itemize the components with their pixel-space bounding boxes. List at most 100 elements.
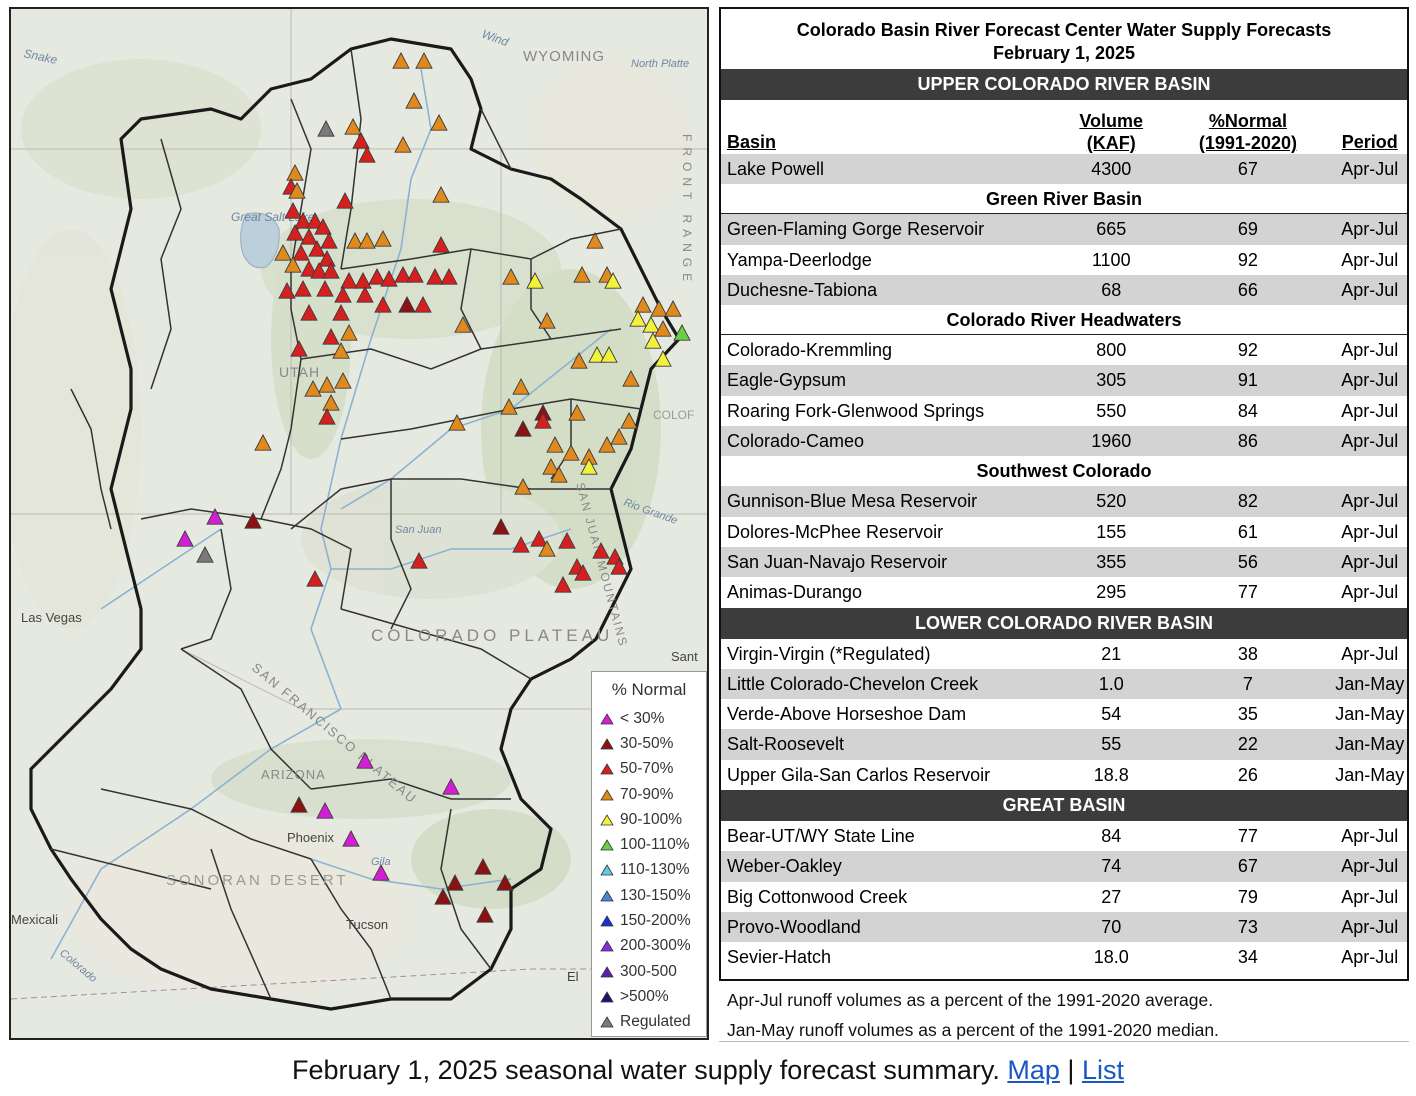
- forecast-point-marker[interactable]: [434, 888, 452, 905]
- forecast-point-marker[interactable]: [546, 436, 564, 453]
- forecast-point-marker[interactable]: [432, 186, 450, 203]
- forecast-point-marker[interactable]: [332, 304, 350, 321]
- forecast-point-marker[interactable]: [476, 906, 494, 923]
- forecast-point-marker[interactable]: [196, 546, 214, 563]
- forecast-point-marker[interactable]: [372, 864, 390, 881]
- forecast-point-marker[interactable]: [654, 320, 672, 337]
- forecast-point-marker[interactable]: [300, 260, 318, 277]
- forecast-point-marker[interactable]: [318, 408, 336, 425]
- forecast-point-marker[interactable]: [654, 350, 672, 367]
- forecast-point-marker[interactable]: [320, 232, 338, 249]
- forecast-point-marker[interactable]: [644, 332, 662, 349]
- forecast-point-marker[interactable]: [570, 352, 588, 369]
- forecast-point-marker[interactable]: [306, 212, 324, 229]
- forecast-point-marker[interactable]: [526, 272, 544, 289]
- forecast-point-marker[interactable]: [573, 266, 591, 283]
- forecast-point-marker[interactable]: [550, 466, 568, 483]
- forecast-point-marker[interactable]: [300, 304, 318, 321]
- map-canvas[interactable]: Snake Wind WYOMING North Platte Great Sa…: [11, 9, 707, 1038]
- forecast-point-marker[interactable]: [568, 404, 586, 421]
- forecast-point-marker[interactable]: [308, 240, 326, 257]
- forecast-point-marker[interactable]: [358, 232, 376, 249]
- forecast-map[interactable]: Snake Wind WYOMING North Platte Great Sa…: [9, 7, 709, 1040]
- forecast-point-marker[interactable]: [334, 286, 352, 303]
- forecast-point-marker[interactable]: [405, 92, 423, 109]
- forecast-point-marker[interactable]: [368, 268, 386, 285]
- forecast-point-marker[interactable]: [622, 370, 640, 387]
- forecast-point-marker[interactable]: [304, 380, 322, 397]
- forecast-point-marker[interactable]: [394, 136, 412, 153]
- forecast-point-marker[interactable]: [316, 802, 334, 819]
- forecast-point-marker[interactable]: [538, 540, 556, 557]
- forecast-point-marker[interactable]: [288, 182, 306, 199]
- forecast-point-marker[interactable]: [352, 132, 370, 149]
- forecast-point-marker[interactable]: [300, 228, 318, 245]
- forecast-point-marker[interactable]: [600, 346, 618, 363]
- forecast-point-marker[interactable]: [604, 272, 622, 289]
- forecast-point-marker[interactable]: [448, 414, 466, 431]
- forecast-point-marker[interactable]: [574, 564, 592, 581]
- forecast-point-marker[interactable]: [492, 518, 510, 535]
- map-link[interactable]: Map: [1007, 1055, 1060, 1085]
- forecast-point-marker[interactable]: [374, 296, 392, 313]
- forecast-point-marker[interactable]: [322, 262, 340, 279]
- forecast-point-marker[interactable]: [592, 542, 610, 559]
- forecast-point-marker[interactable]: [414, 296, 432, 313]
- forecast-point-marker[interactable]: [398, 296, 416, 313]
- forecast-point-marker[interactable]: [254, 434, 272, 451]
- forecast-point-marker[interactable]: [292, 244, 310, 261]
- forecast-point-marker[interactable]: [562, 444, 580, 461]
- forecast-point-marker[interactable]: [610, 428, 628, 445]
- forecast-point-marker[interactable]: [356, 286, 374, 303]
- forecast-point-marker[interactable]: [334, 372, 352, 389]
- forecast-point-marker[interactable]: [340, 324, 358, 341]
- forecast-point-marker[interactable]: [454, 316, 472, 333]
- forecast-point-marker[interactable]: [474, 858, 492, 875]
- forecast-point-marker[interactable]: [340, 272, 358, 289]
- forecast-point-marker[interactable]: [426, 268, 444, 285]
- forecast-point-marker[interactable]: [344, 118, 362, 135]
- forecast-point-marker[interactable]: [432, 236, 450, 253]
- forecast-point-marker[interactable]: [317, 120, 335, 137]
- forecast-point-marker[interactable]: [496, 874, 514, 891]
- forecast-point-marker[interactable]: [620, 412, 638, 429]
- forecast-point-marker[interactable]: [650, 300, 668, 317]
- forecast-point-marker[interactable]: [274, 244, 292, 261]
- forecast-point-marker[interactable]: [356, 752, 374, 769]
- forecast-point-marker[interactable]: [354, 272, 372, 289]
- forecast-point-marker[interactable]: [358, 146, 376, 163]
- forecast-point-marker[interactable]: [336, 192, 354, 209]
- forecast-point-marker[interactable]: [290, 796, 308, 813]
- forecast-point-marker[interactable]: [374, 230, 392, 247]
- forecast-point-marker[interactable]: [580, 458, 598, 475]
- forecast-point-marker[interactable]: [554, 576, 572, 593]
- forecast-point-marker[interactable]: [588, 346, 606, 363]
- forecast-point-marker[interactable]: [284, 256, 302, 273]
- forecast-point-marker[interactable]: [380, 270, 398, 287]
- forecast-point-marker[interactable]: [314, 218, 332, 235]
- forecast-point-marker[interactable]: [446, 874, 464, 891]
- forecast-point-marker[interactable]: [512, 536, 530, 553]
- forecast-point-marker[interactable]: [310, 262, 328, 279]
- forecast-point-marker[interactable]: [415, 52, 433, 69]
- forecast-point-marker[interactable]: [634, 296, 652, 313]
- forecast-point-marker[interactable]: [306, 570, 324, 587]
- forecast-point-marker[interactable]: [642, 316, 660, 333]
- forecast-point-marker[interactable]: [286, 224, 304, 241]
- forecast-point-marker[interactable]: [538, 312, 556, 329]
- forecast-point-marker[interactable]: [294, 280, 312, 297]
- forecast-point-marker[interactable]: [406, 266, 424, 283]
- forecast-point-marker[interactable]: [442, 778, 460, 795]
- forecast-point-marker[interactable]: [586, 232, 604, 249]
- forecast-point-marker[interactable]: [342, 830, 360, 847]
- forecast-point-marker[interactable]: [206, 508, 224, 525]
- forecast-point-marker[interactable]: [278, 282, 296, 299]
- forecast-point-marker[interactable]: [514, 420, 532, 437]
- forecast-point-marker[interactable]: [502, 268, 520, 285]
- forecast-point-marker[interactable]: [332, 342, 350, 359]
- forecast-point-marker[interactable]: [440, 268, 458, 285]
- forecast-point-marker[interactable]: [530, 530, 548, 547]
- forecast-point-marker[interactable]: [244, 512, 262, 529]
- forecast-point-marker[interactable]: [542, 458, 560, 475]
- forecast-point-marker[interactable]: [294, 212, 312, 229]
